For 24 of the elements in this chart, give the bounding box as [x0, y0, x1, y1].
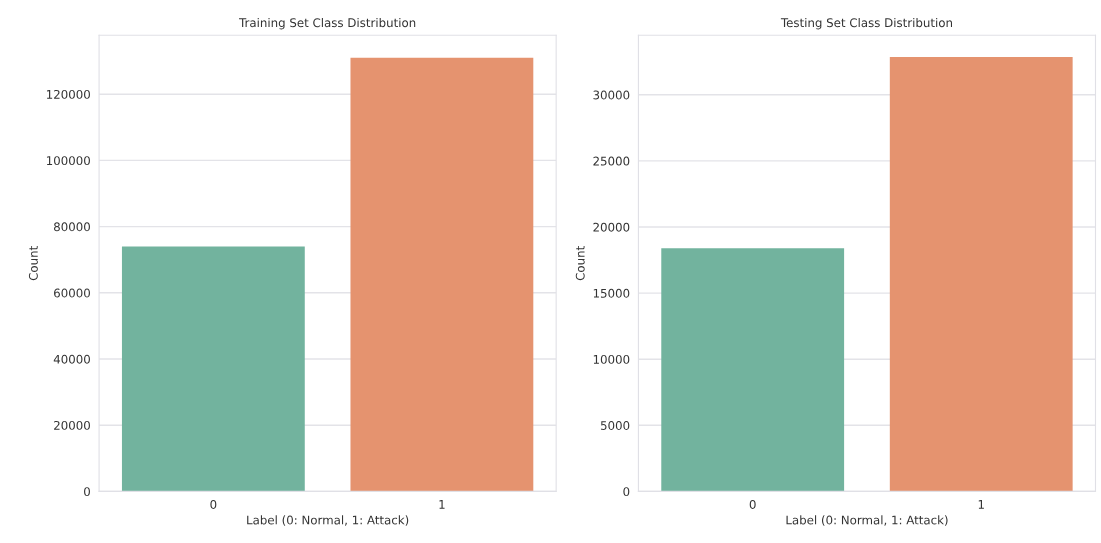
x-axis-title: Label (0: Normal, 1: Attack) — [786, 515, 948, 526]
y-tick-label: 20000 — [54, 420, 90, 430]
y-tick-label: 40000 — [53, 354, 90, 364]
y-tick-label: 120000 — [46, 89, 90, 99]
chart-title: Training Set Class Distribution — [239, 17, 416, 30]
y-tick-label: 0 — [623, 487, 630, 497]
y-tick-label: 20000 — [593, 222, 630, 232]
y-axis-title: Count — [28, 246, 38, 281]
y-tick-label: 30000 — [593, 90, 630, 100]
x-tick-label: 0 — [749, 499, 756, 509]
y-tick-label: 10000 — [593, 354, 630, 364]
y-axis-title: Count — [575, 246, 585, 281]
y-tick-label: 0 — [84, 487, 90, 497]
y-tick-label: 5000 — [600, 421, 630, 430]
y-tick-label: 60000 — [54, 288, 90, 298]
chart-title: Testing Set Class Distribution — [780, 17, 952, 30]
y-tick-label: 15000 — [593, 288, 630, 298]
x-tick-label: 1 — [978, 500, 984, 509]
y-tick-label: 25000 — [593, 156, 630, 166]
x-tick-label: 1 — [439, 500, 445, 509]
y-tick-label: 100000 — [46, 156, 90, 166]
x-axis-title: Label (0: Normal, 1: Attack) — [247, 515, 409, 526]
y-tick-label: 80000 — [54, 222, 90, 232]
x-tick-label: 0 — [210, 499, 217, 509]
